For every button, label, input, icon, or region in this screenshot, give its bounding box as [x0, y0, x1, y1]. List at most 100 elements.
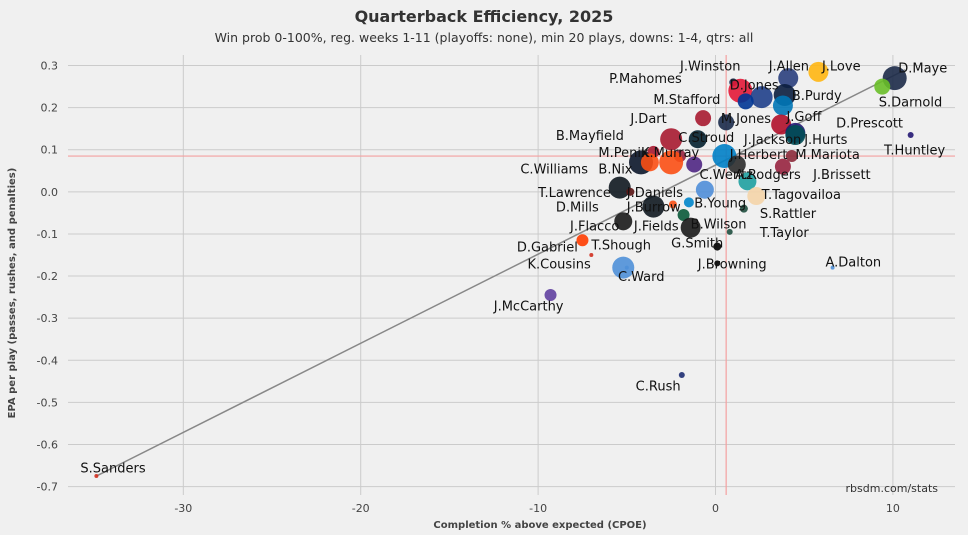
point-c-ward [624, 265, 629, 270]
point-label: J.Allen [768, 60, 809, 75]
point-d-mills [642, 195, 665, 218]
point-a-rodgers [727, 155, 746, 174]
y-tick-label: 0.2 [41, 102, 59, 115]
y-tick-label: -0.6 [37, 438, 58, 451]
data-points [94, 61, 914, 479]
point-label: B.Mayfield [556, 129, 624, 144]
point-b-mayfield [660, 128, 683, 151]
point-j-brissett [774, 158, 791, 175]
point-label: J.Herbert [729, 148, 788, 163]
y-tick-label: -0.4 [37, 354, 58, 367]
chart-title: Quarterback Efficiency, 2025 [355, 7, 614, 26]
x-tick-label: -10 [529, 502, 547, 515]
point-b-wilson [677, 209, 690, 221]
x-tick-labels: -30 -20 -10 0 10 [174, 502, 900, 515]
y-tick-label: 0.1 [41, 144, 59, 157]
point-label: J.Browning [697, 257, 767, 272]
point-j-hurts [785, 125, 806, 145]
point-label: C.Stroud [678, 131, 734, 146]
point-label: A.Dalton [825, 255, 881, 270]
point-j-burrow [668, 200, 677, 209]
point-label: C.Rush [636, 380, 681, 395]
point-label: T.Huntley [883, 144, 945, 159]
point-j-dart [695, 110, 712, 127]
point-label: J.Daniels [626, 186, 683, 201]
point-label: B.Purdy [792, 89, 842, 104]
point-label: M.Jones [721, 112, 771, 127]
point-label: C.Ward [618, 270, 665, 285]
x-axis-label: Completion % above expected (CPOE) [433, 520, 646, 531]
point-m-jones [718, 114, 735, 131]
point-label: J.Flacco [569, 220, 619, 235]
point-label: B.Wilson [691, 217, 747, 232]
credit-text: rbsdm.com/stats [846, 482, 939, 495]
point-a-dalton [830, 265, 835, 270]
point-c-wentz2 [695, 180, 714, 199]
point-label: T.Lawrence [537, 186, 611, 201]
point-label: J.Hurts [803, 133, 847, 148]
point-b-nix2 [659, 150, 684, 175]
y-tick-label: -0.1 [37, 228, 58, 241]
point-label: J.Burrow [626, 201, 681, 216]
point-label: M.Penix [598, 146, 649, 161]
point-label: T.Taylor [759, 226, 810, 241]
point-label: K.Cousins [527, 257, 591, 272]
point-m-mariota [785, 150, 798, 163]
point-t-tagovailoa [747, 187, 766, 206]
grid-lines [68, 55, 955, 495]
point-label: P.Mahomes [609, 72, 682, 87]
point-label: J.McCarthy [493, 300, 564, 315]
point-g-smith [713, 242, 722, 251]
point-k-cousins [612, 256, 635, 279]
point-label: J.Jackson [743, 133, 801, 148]
point-label: K.Murray [641, 146, 700, 161]
point-j-fields [680, 217, 701, 238]
point-label: J.Winston [679, 60, 740, 75]
point-t-huntley [907, 132, 914, 138]
y-tick-label: -0.7 [37, 481, 58, 494]
point-label: B.Nix [598, 163, 632, 178]
point-c-stroud [688, 130, 707, 149]
point-c-rush [678, 372, 685, 378]
point-b-young [683, 197, 694, 208]
point-label: M.Stafford [653, 93, 720, 108]
point-label: S.Sanders [80, 462, 145, 477]
y-tick-labels: 0.3 0.2 0.1 0.0 -0.1 -0.2 -0.3 -0.4 -0.5 -0.6 -0.7 [37, 60, 58, 494]
point-j-browning [714, 260, 721, 267]
point-label: S.Rattler [760, 207, 817, 222]
y-axis-label: EPA per play (passes, rushes, and penalt… [7, 168, 18, 419]
point-label: D.Mills [556, 201, 599, 216]
y-tick-label: -0.3 [37, 312, 58, 325]
point-s-sanders [94, 474, 99, 479]
point-j-flacco [614, 212, 633, 231]
point-d-gabriel [576, 234, 589, 247]
point-label: J.Fields [633, 220, 679, 235]
point-label: J.Brissett [812, 168, 871, 183]
point-j-love [808, 61, 829, 82]
x-tick-label: 10 [886, 502, 900, 515]
point-j-mccarthy [544, 289, 557, 301]
y-tick-label: 0.0 [41, 186, 59, 199]
point-t-shough [589, 253, 594, 257]
point-label: J.Dart [629, 112, 666, 127]
point-label: D.Maye [898, 62, 947, 77]
point-label: J.Love [821, 60, 861, 75]
point-label: M.Mariota [795, 148, 860, 163]
point-label: C.Williams [520, 163, 588, 178]
point-label: B.Young [694, 196, 746, 211]
point-label: G.Smith [671, 236, 723, 251]
point-t-lawrence [608, 176, 631, 199]
x-tick-label: -20 [352, 502, 370, 515]
point-label: C.Wentz [700, 168, 754, 183]
chart-subtitle: Win prob 0-100%, reg. weeks 1-11 (playof… [215, 30, 754, 45]
point-label: D.Prescott [836, 116, 903, 131]
y-tick-label: -0.2 [37, 270, 58, 283]
point-m-stafford [737, 93, 754, 110]
trend-line [96, 69, 906, 477]
x-tick-label: 0 [712, 502, 719, 515]
point-d-jones [750, 86, 773, 109]
point-j-allen [778, 68, 799, 89]
point-b-nix [640, 153, 659, 172]
